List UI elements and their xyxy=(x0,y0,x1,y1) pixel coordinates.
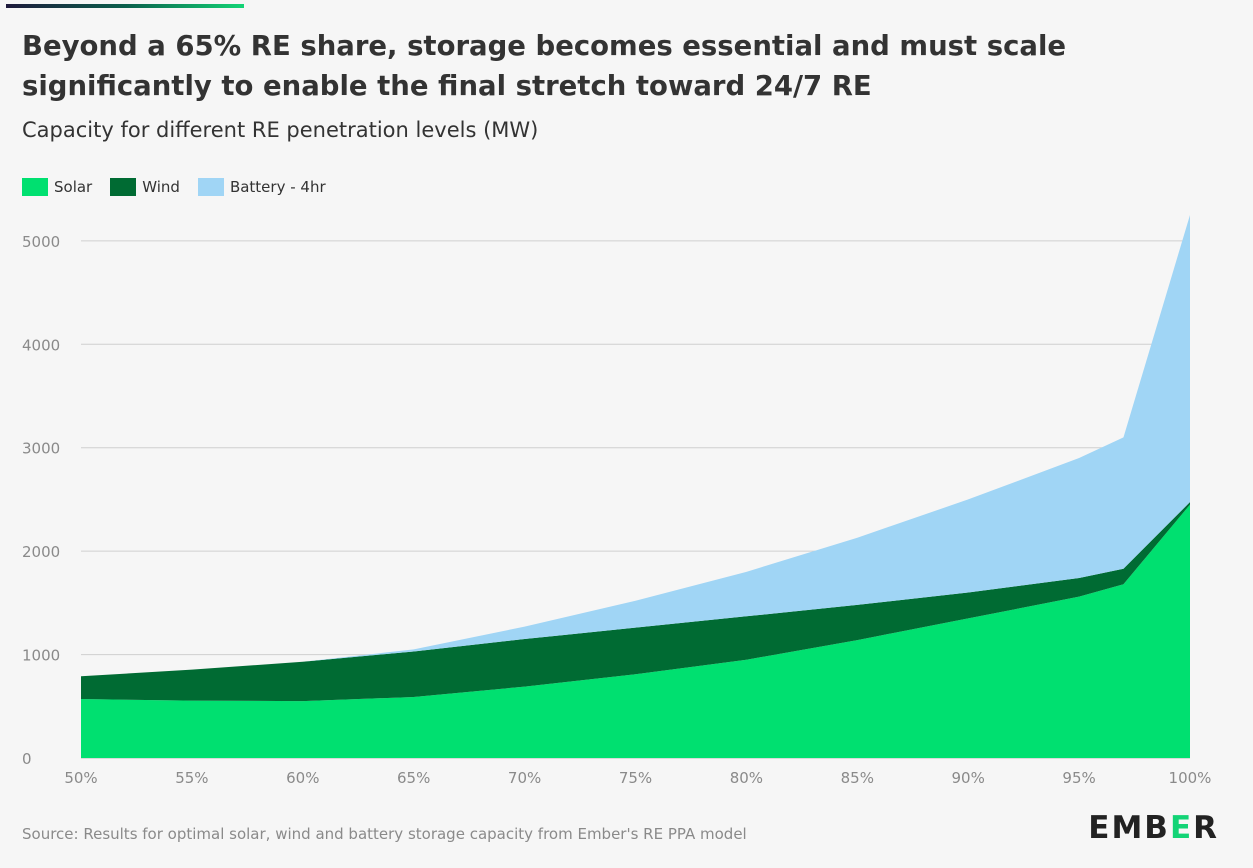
y-tick-label: 2000 xyxy=(22,543,60,561)
legend-label-battery: Battery - 4hr xyxy=(229,178,326,196)
y-tick-label: 0 xyxy=(22,750,32,768)
top-accent-bar xyxy=(6,4,244,8)
chart-subtitle: Capacity for different RE penetration le… xyxy=(22,118,539,142)
x-tick-label: 85% xyxy=(841,769,874,787)
x-axis-ticks: 50% 55% 60% 65% 70% 75% 80% 85% 90% 95% 100% xyxy=(64,769,1211,787)
legend-swatch-battery xyxy=(197,178,224,196)
x-tick-label: 60% xyxy=(286,769,319,787)
source-note: Source: Results for optimal solar, wind … xyxy=(22,825,747,843)
legend-item-solar[interactable]: Solar xyxy=(22,178,92,196)
y-axis-ticks: 0 1000 2000 3000 4000 5000 xyxy=(22,233,60,768)
x-tick-label: 100% xyxy=(1169,769,1212,787)
y-tick-label: 1000 xyxy=(22,647,60,665)
y-tick-label: 5000 xyxy=(22,233,60,251)
legend-label-wind: Wind xyxy=(142,178,180,196)
chart-title: Beyond a 65% RE share, storage becomes e… xyxy=(22,30,1067,102)
x-tick-label: 55% xyxy=(175,769,208,787)
logo-text-suffix: R xyxy=(1193,810,1219,846)
ember-logo: EMBER xyxy=(1088,810,1219,846)
x-tick-label: 75% xyxy=(619,769,652,787)
area-wind xyxy=(81,502,1190,702)
x-tick-label: 65% xyxy=(397,769,430,787)
legend-swatch-solar xyxy=(22,178,48,196)
area-solar xyxy=(81,504,1190,758)
logo-e-mark: E xyxy=(1169,810,1194,846)
legend: Solar Wind Battery - 4hr xyxy=(22,178,326,196)
x-tick-label: 80% xyxy=(730,769,763,787)
legend-swatch-wind xyxy=(110,178,137,196)
legend-item-battery[interactable]: Battery - 4hr xyxy=(197,178,326,196)
x-tick-label: 90% xyxy=(952,769,985,787)
y-tick-label: 4000 xyxy=(22,336,60,354)
area-battery-4hr xyxy=(81,215,1190,677)
x-tick-label: 50% xyxy=(64,769,97,787)
legend-label-solar: Solar xyxy=(54,178,93,196)
x-tick-label: 70% xyxy=(508,769,541,787)
legend-item-wind[interactable]: Wind xyxy=(110,178,180,196)
y-tick-label: 3000 xyxy=(22,440,60,458)
stacked-areas xyxy=(81,215,1190,758)
logo-text-prefix: EMB xyxy=(1088,810,1170,846)
x-tick-label: 95% xyxy=(1062,769,1095,787)
